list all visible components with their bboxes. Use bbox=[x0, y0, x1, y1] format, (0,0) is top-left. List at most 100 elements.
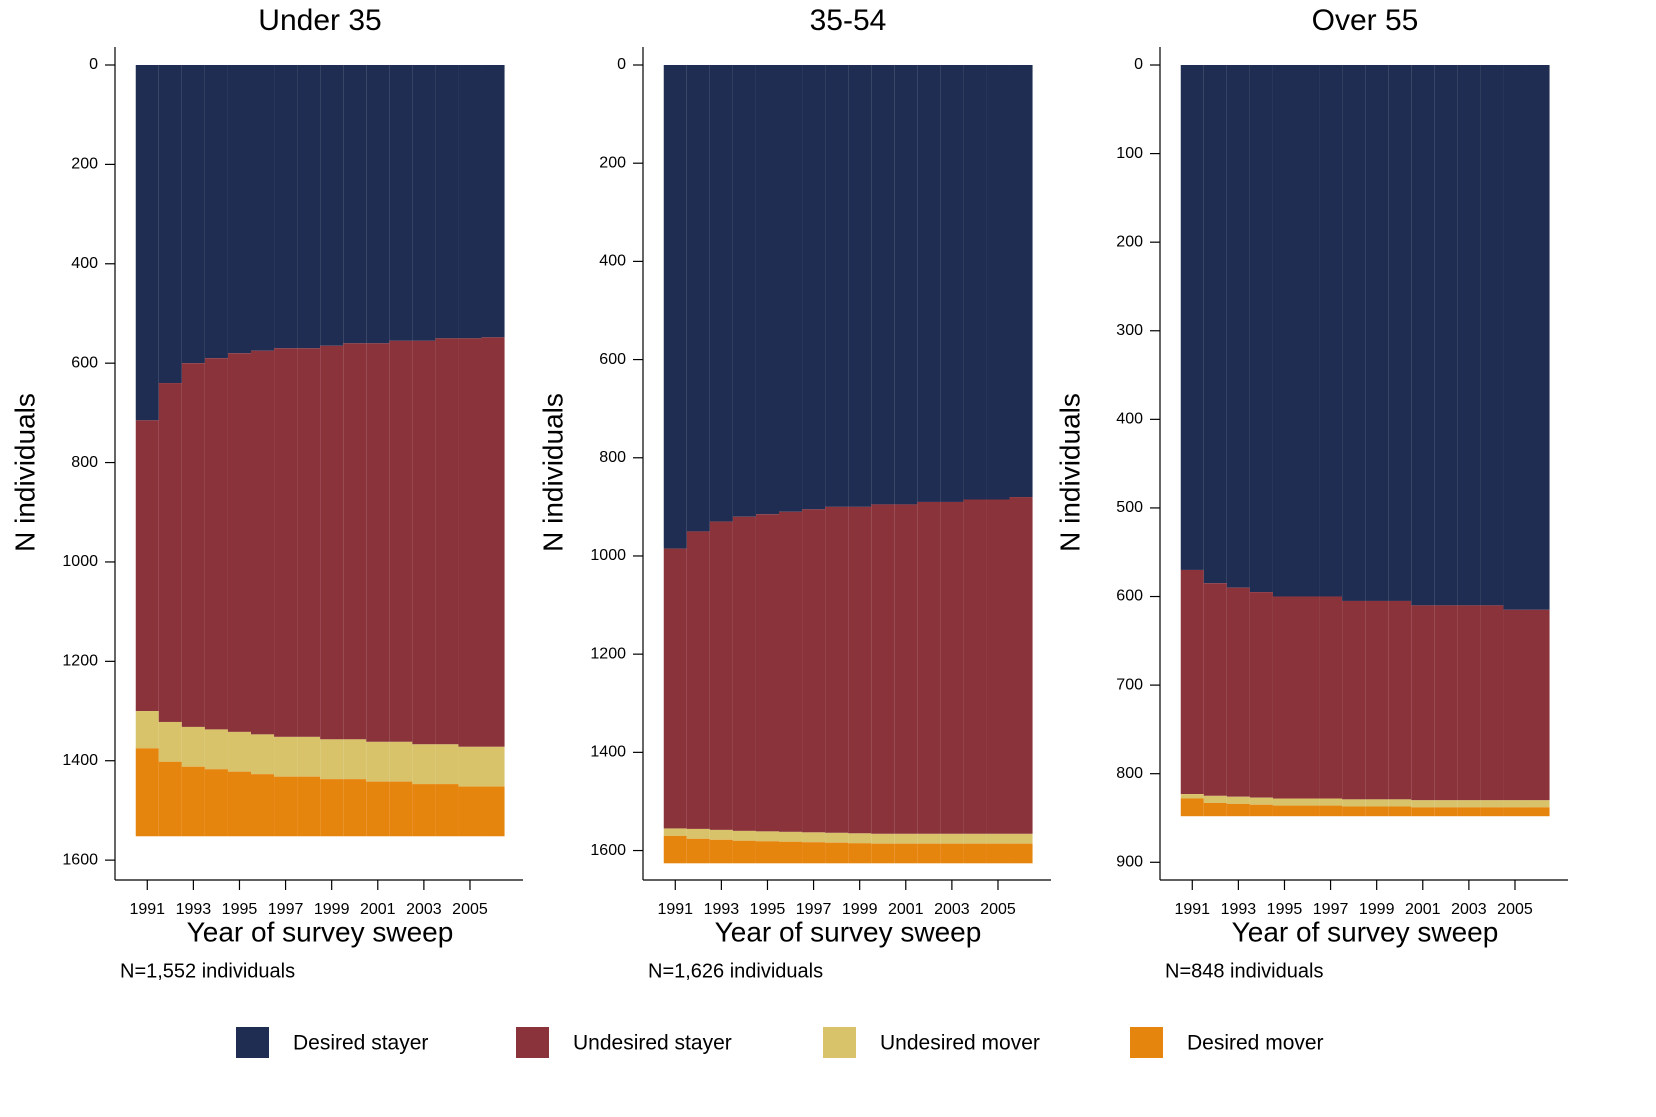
sequence-segment bbox=[412, 744, 436, 785]
chart-title: Over 55 bbox=[1312, 4, 1419, 37]
sequence-segment bbox=[1203, 583, 1227, 796]
sequence-segment bbox=[848, 506, 872, 834]
sequence-segment bbox=[1457, 807, 1481, 817]
sequence-segment bbox=[1296, 596, 1320, 799]
sequence-segment bbox=[1365, 600, 1389, 800]
sequence-segment bbox=[389, 65, 413, 341]
sequence-segment bbox=[871, 65, 895, 505]
sequence-segment bbox=[181, 726, 205, 767]
sequence-segment bbox=[848, 843, 872, 864]
sequence-segment bbox=[1526, 65, 1550, 610]
legend-label: Undesired mover bbox=[880, 1032, 1040, 1055]
sequence-segment bbox=[435, 65, 459, 339]
sequence-segment bbox=[204, 729, 228, 770]
sequence-segment bbox=[343, 779, 367, 837]
sequence-segment bbox=[963, 843, 987, 864]
sequence-segment bbox=[389, 741, 413, 782]
sequence-segment bbox=[1249, 797, 1273, 805]
sequence-segment bbox=[1411, 800, 1435, 808]
sequence-segment bbox=[1249, 65, 1273, 593]
chart-title: Under 35 bbox=[258, 4, 381, 37]
sequence-segment bbox=[686, 65, 710, 532]
sequence-segment bbox=[1226, 65, 1250, 588]
sequence-segment bbox=[274, 776, 298, 837]
sequence-segment bbox=[343, 65, 367, 344]
sequence-segment bbox=[227, 731, 251, 772]
sequence-segment bbox=[320, 739, 344, 780]
sequence-segment bbox=[1457, 65, 1481, 606]
legend-label: Desired stayer bbox=[293, 1032, 428, 1055]
sequence-segment bbox=[825, 832, 849, 843]
x-tick-label: 2001 bbox=[888, 901, 924, 918]
sequence-segment bbox=[894, 833, 918, 844]
sequence-segment bbox=[1009, 65, 1033, 498]
y-tick-label: 300 bbox=[1116, 322, 1143, 339]
sequence-segment bbox=[251, 350, 275, 735]
sequence-segment bbox=[1365, 799, 1389, 807]
sequence-segment bbox=[1365, 65, 1389, 601]
x-tick-label: 1999 bbox=[1359, 901, 1395, 918]
sequence-segment bbox=[297, 776, 321, 837]
sequence-segment bbox=[986, 843, 1010, 864]
sequence-segment bbox=[435, 338, 459, 745]
y-tick-label: 800 bbox=[71, 454, 98, 471]
sequence-segment bbox=[251, 774, 275, 837]
sequence-segment bbox=[1226, 796, 1250, 804]
legend-label: Desired mover bbox=[1187, 1032, 1324, 1055]
sequence-segment bbox=[848, 65, 872, 507]
sequence-segment bbox=[1203, 65, 1227, 584]
sequence-segment bbox=[1434, 65, 1458, 606]
x-tick-label: 2005 bbox=[1497, 901, 1533, 918]
sequence-segment bbox=[802, 509, 826, 833]
y-tick-label: 600 bbox=[71, 354, 98, 371]
x-tick-label: 1997 bbox=[1313, 901, 1349, 918]
y-tick-label: 500 bbox=[1116, 499, 1143, 516]
sequence-segment bbox=[940, 843, 964, 864]
sequence-segment bbox=[1503, 800, 1527, 808]
y-tick-label: 1600 bbox=[590, 842, 626, 859]
sequence-segment bbox=[1180, 65, 1204, 570]
y-tick-label: 0 bbox=[1134, 56, 1143, 73]
sequence-segment bbox=[1319, 805, 1343, 817]
sequence-segment bbox=[158, 65, 182, 384]
sequence-segment bbox=[755, 65, 779, 515]
x-tick-label: 1991 bbox=[657, 901, 693, 918]
sequence-segment bbox=[1342, 806, 1366, 817]
sequence-segment bbox=[1296, 798, 1320, 806]
y-axis-label: N individuals bbox=[1054, 393, 1085, 552]
y-tick-label: 200 bbox=[1116, 233, 1143, 250]
y-axis-label: N individuals bbox=[9, 393, 40, 552]
x-axis-label: Year of survey sweep bbox=[1232, 916, 1499, 947]
sequence-segment bbox=[1009, 843, 1033, 864]
sequence-segment bbox=[1272, 596, 1296, 799]
legend-swatch bbox=[516, 1027, 549, 1058]
sequence-segment bbox=[986, 65, 1010, 500]
y-tick-label: 600 bbox=[599, 351, 626, 368]
sequence-segment bbox=[1272, 798, 1296, 806]
sequence-segment bbox=[1249, 592, 1273, 798]
sequence-segment bbox=[1226, 803, 1250, 817]
sequence-segment bbox=[251, 734, 275, 775]
sequence-segment bbox=[297, 65, 321, 349]
sequence-segment bbox=[1457, 605, 1481, 801]
sequence-segment bbox=[343, 739, 367, 780]
x-tick-label: 1991 bbox=[129, 901, 165, 918]
sequence-segment bbox=[779, 831, 803, 842]
x-tick-label: 2005 bbox=[980, 901, 1016, 918]
sequence-segment bbox=[779, 511, 803, 832]
sequence-segment bbox=[297, 736, 321, 777]
sequence-segment bbox=[1480, 800, 1504, 808]
y-tick-label: 600 bbox=[1116, 588, 1143, 605]
sequence-segment bbox=[227, 353, 251, 732]
sequence-segment bbox=[412, 340, 436, 745]
sequence-segment bbox=[755, 514, 779, 832]
sequence-segment bbox=[458, 786, 482, 837]
sequence-segment bbox=[1434, 807, 1458, 817]
sequence-segment bbox=[755, 841, 779, 864]
sequence-segment bbox=[481, 337, 505, 747]
sequence-segment bbox=[181, 766, 205, 837]
sequence-segment bbox=[320, 65, 344, 346]
note: N=848 individuals bbox=[1165, 960, 1323, 982]
y-tick-label: 800 bbox=[1116, 765, 1143, 782]
